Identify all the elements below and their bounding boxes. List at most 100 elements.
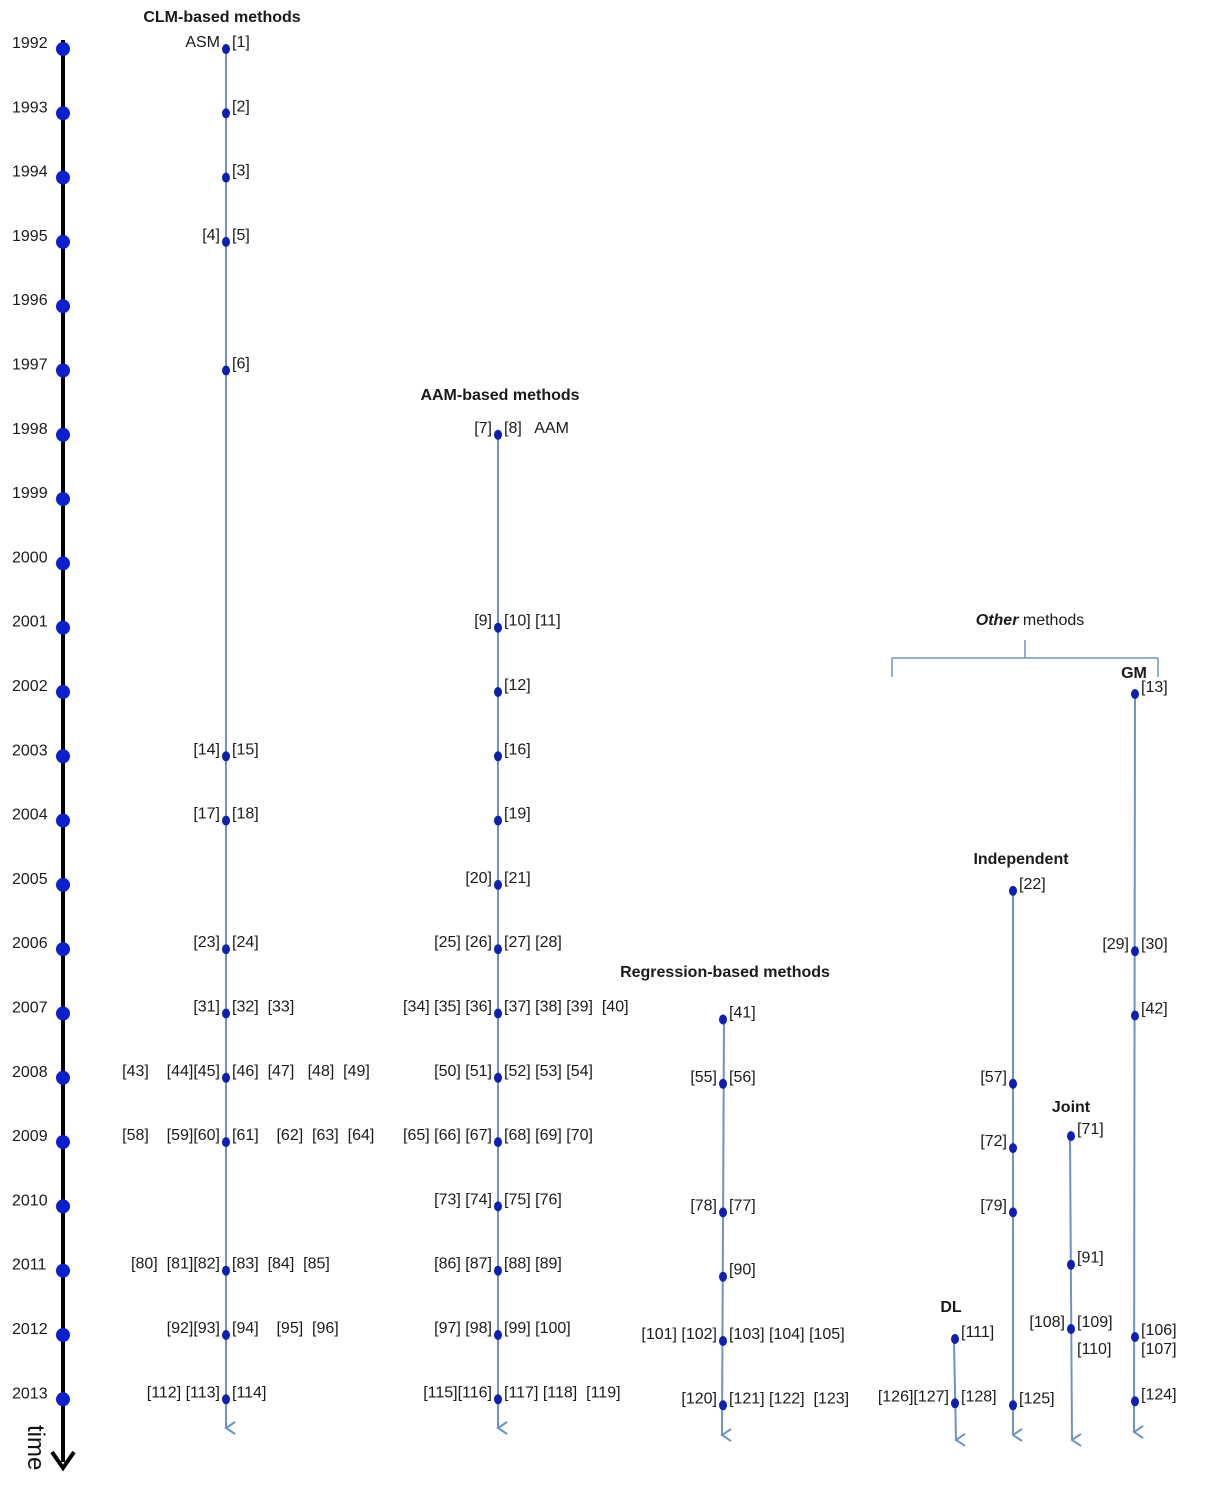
year-label-2008: 2008 (12, 1064, 48, 1081)
clm-label-right-2003: [15] (232, 741, 259, 758)
year-dot-1994 (56, 170, 70, 185)
aam-node-2001: [9] [10] [11] (474, 613, 561, 633)
joint-header: Joint (1052, 1099, 1091, 1116)
clm-dot-1995 (222, 236, 230, 247)
clm-label-left-2012: [92][93] (167, 1320, 220, 1337)
clm-node-1992: ASM [1] (185, 34, 250, 54)
gm-dot-2013 (1131, 1396, 1139, 1407)
regression-header: Regression-based methods (620, 964, 830, 981)
aam-label-right-2006: [27] [28] (504, 934, 562, 951)
year-label-2007: 2007 (12, 1000, 48, 1017)
independent-node-2010: [79] (980, 1197, 1017, 1218)
dl-node-2012: [111] (951, 1324, 994, 1344)
gm-label-right-2006: [30] (1141, 936, 1168, 953)
year-label-2009: 2009 (12, 1128, 48, 1145)
clm-label-left-2008: [43] [44][45] (122, 1063, 220, 1080)
gm-node-2012b: [107] (1141, 1341, 1177, 1358)
aam-label-right-2012: [99] [100] (504, 1320, 571, 1337)
clm-label-right-2012: [94] [95] [96] (232, 1320, 339, 1337)
year-dot-2007 (56, 1006, 70, 1021)
year-label-2002: 2002 (12, 678, 48, 695)
joint-branch-line (1069, 1135, 1082, 1447)
independent-label-left-2008: [57] (980, 1069, 1007, 1086)
aam-label-right-2005: [21] (504, 870, 531, 887)
regression-label-left-2008: [55] (690, 1069, 717, 1086)
year-dot-2010 (56, 1199, 70, 1214)
aam-label-right-2004: [19] (504, 806, 531, 823)
aam-label-left-2001: [9] (474, 613, 492, 630)
joint-label-left-2012: [108] (1029, 1314, 1065, 1331)
year-label-1992: 1992 (12, 35, 48, 52)
aam-node-2013: [115][116] [117] [118] [119] (423, 1384, 621, 1405)
independent-node-2005: [22] (1009, 876, 1046, 896)
dl-header: DL (940, 1299, 962, 1316)
aam-node-2006: [25] [26] [27] [28] (434, 934, 562, 955)
aam-label-right-2011: [88] [89] (504, 1256, 562, 1273)
independent-label-left-2009: [72] (980, 1133, 1007, 1150)
year-dot-1998 (56, 427, 70, 442)
aam-node-2011: [86] [87] [88] [89] (434, 1256, 562, 1276)
aam-dot-2012 (494, 1330, 502, 1340)
gm-node-2012: [106] (1131, 1322, 1177, 1342)
aam-node-2004: [19] (494, 806, 531, 826)
year-label-2001: 2001 (12, 614, 48, 631)
clm-label-left-1995: [4] (202, 227, 220, 244)
clm-label-left-2011: [80] [81][82] (131, 1256, 220, 1273)
joint-label-right-2011: [91] (1077, 1250, 1104, 1267)
regression-node-2011: [90] (719, 1262, 756, 1282)
aam-label-right-2009: [68] [69] [70] (504, 1127, 593, 1144)
gm-dot-2007 (1131, 1010, 1139, 1021)
other-methods-bracket (891, 640, 1159, 677)
aam-label-left-2011: [86] [87] (434, 1256, 492, 1273)
year-dot-2013 (56, 1392, 70, 1407)
regression-node-2013: [120] [121] [122] [123] (681, 1390, 849, 1411)
year-label-2012: 2012 (12, 1321, 48, 1338)
gm-label-right-2002: [13] (1141, 679, 1168, 696)
joint-dot-2009 (1067, 1131, 1075, 1142)
aam-node-2009: [65] [66] [67] [68] [69] [70] (403, 1127, 593, 1148)
branch-nodes: ASM [1] [2] [3] [4] [5] [6] [14] [15] [17] [18] [23… (122, 34, 1177, 1411)
clm-header: CLM-based methods (143, 9, 300, 26)
aam-node-2012: [97] [98] [99] [100] (434, 1320, 571, 1340)
branch-lines (224, 49, 1144, 1447)
joint-dot-2011 (1067, 1259, 1075, 1270)
aam-dot-2013 (494, 1394, 502, 1405)
joint-node-2009: [71] (1067, 1121, 1104, 1142)
aam-label-left-2009: [65] [66] [67] (403, 1127, 492, 1144)
year-label-2004: 2004 (12, 807, 48, 824)
aam-dot-2011 (494, 1265, 502, 1276)
year-dot-2011 (56, 1263, 70, 1278)
clm-label-left-2003: [14] (193, 741, 220, 758)
clm-dot-2003 (222, 751, 230, 762)
regression-dot-2008 (719, 1078, 727, 1089)
year-dot-1997 (56, 363, 70, 378)
clm-dot-1997 (222, 365, 230, 376)
gm-dot-2002 (1131, 689, 1139, 699)
clm-dot-1994 (222, 172, 230, 183)
dl-dot-2012 (951, 1334, 959, 1344)
clm-label-right-1997: [6] (232, 356, 250, 373)
clm-dot-2012 (222, 1330, 230, 1340)
year-dot-2005 (56, 877, 70, 892)
regression-label-right-2008: [56] (729, 1069, 756, 1086)
aam-dot-2005 (494, 879, 502, 890)
clm-dot-2006 (222, 944, 230, 955)
clm-label-left-2007: [31] (193, 999, 220, 1016)
joint-label-right-2009: [71] (1077, 1121, 1104, 1138)
aam-dot-2002 (494, 687, 502, 697)
dl-label-left-2013: [126][127] (878, 1388, 949, 1405)
aam-label-left-1998: [7] (474, 420, 492, 437)
aam-dot-2010 (494, 1201, 502, 1212)
aam-label-right-2010: [75] [76] (504, 1191, 562, 1208)
independent-label-left-2010: [79] (980, 1197, 1007, 1214)
aam-header: AAM-based methods (420, 387, 579, 404)
year-dot-2003 (56, 749, 70, 764)
year-ticks: 1992 1993 1994 1995 1996 1997 1998 1999 2000 2001… (12, 35, 70, 1407)
gm-branch-line (1132, 694, 1144, 1439)
year-label-1998: 1998 (12, 421, 48, 438)
clm-node-2006: [23] [24] (193, 934, 259, 955)
clm-label-right-1994: [3] (232, 163, 250, 180)
clm-dot-2008 (222, 1072, 230, 1083)
independent-header: Independent (973, 851, 1069, 868)
aam-dot-1998 (494, 429, 502, 440)
